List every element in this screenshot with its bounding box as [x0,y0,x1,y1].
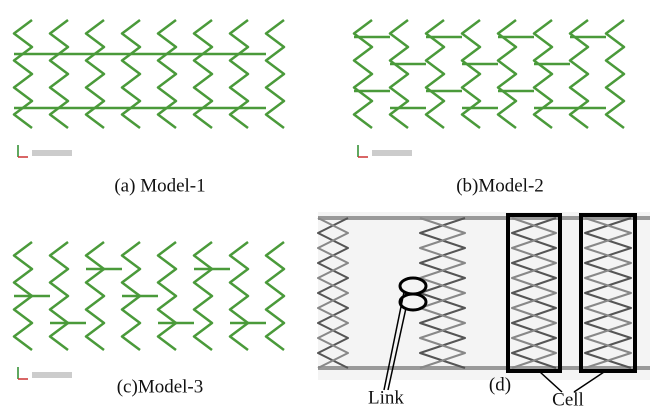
cell-label: Cell [552,389,584,410]
strut [606,20,624,128]
model-3-image [14,242,284,379]
strut [86,20,104,128]
strut [158,20,176,128]
strut [122,20,140,128]
figure: (a) Model-1 (b)Model-2 (c)Model-3 (d) Li… [0,0,652,410]
strut [462,20,480,128]
caption-a: (a) Model-1 [114,175,205,196]
strut [194,20,212,128]
axis-legend [372,150,412,156]
caption-c: (c)Model-3 [117,376,204,397]
strut [158,242,176,350]
strut [266,20,284,128]
strut [534,20,552,128]
stent-photo [318,212,650,392]
strut [86,242,104,350]
strut [390,20,408,128]
axis-legend [32,150,72,156]
model-2-image [354,20,624,157]
axis-legend [32,372,72,378]
strut [14,20,32,128]
strut [230,20,248,128]
strut [266,242,284,350]
strut [50,20,68,128]
caption-b: (b)Model-2 [456,175,544,196]
caption-d: (d) [489,374,511,395]
link-label: Link [368,387,404,408]
strut [194,242,212,350]
model-1-image [14,20,284,157]
strut [50,242,68,350]
strut [230,242,248,350]
